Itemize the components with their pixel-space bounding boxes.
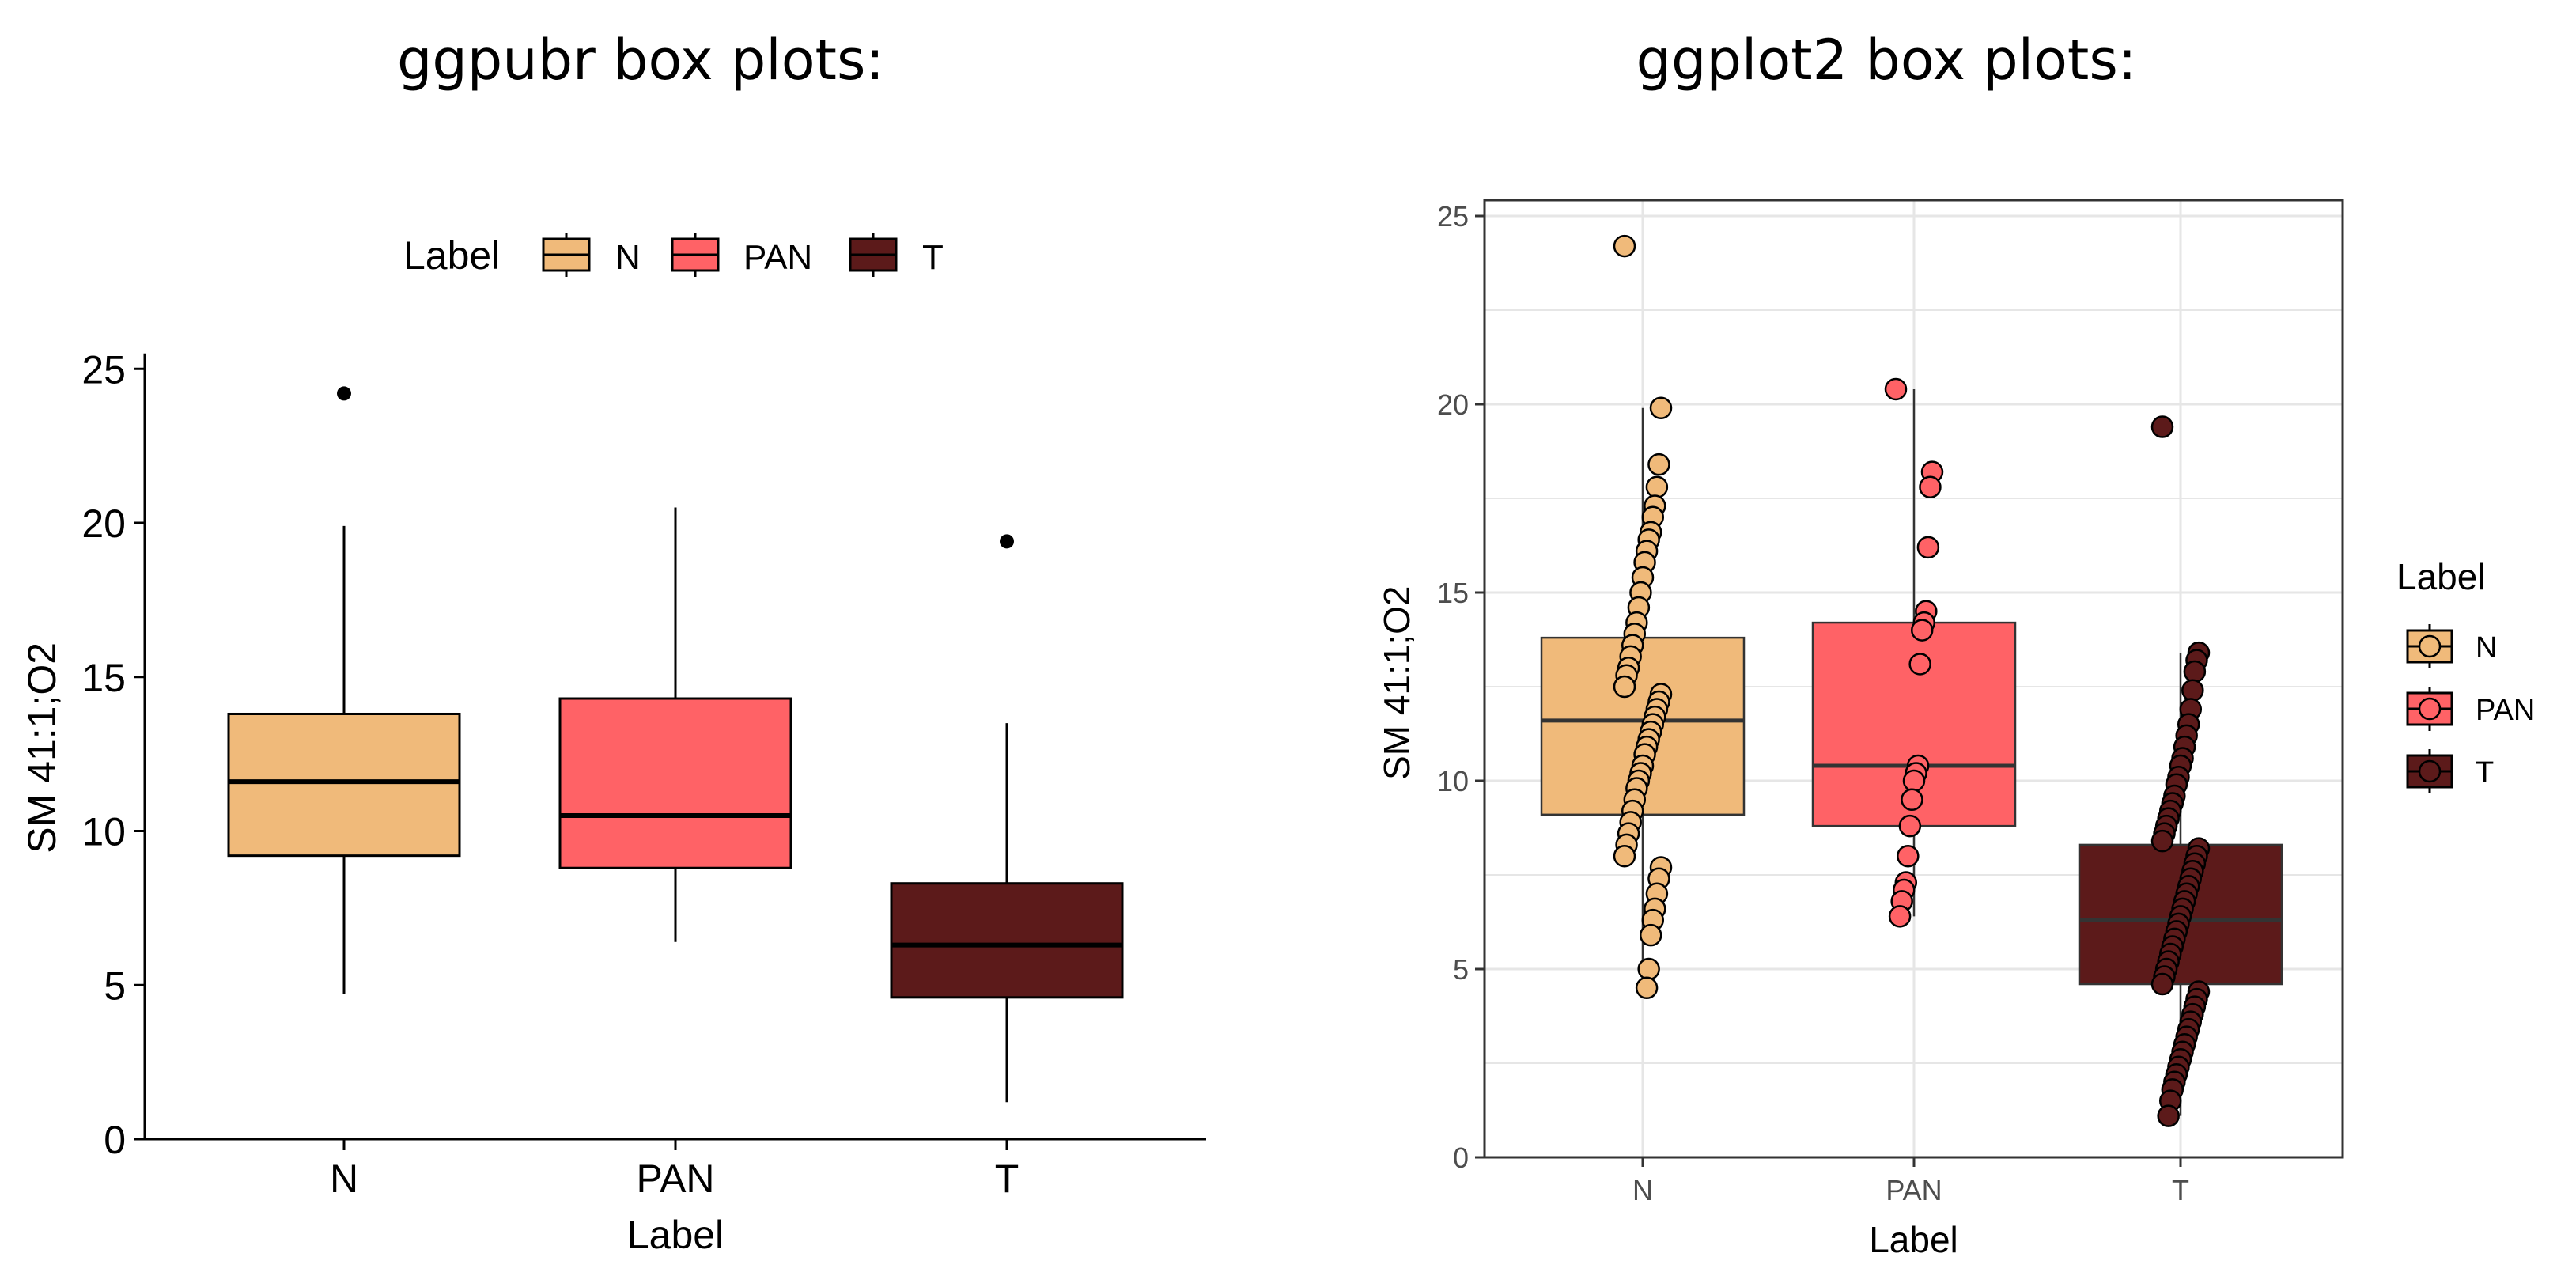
x-tick-label: PAN bbox=[636, 1157, 714, 1201]
y-tick-label: 15 bbox=[81, 656, 126, 700]
x-tick-label: T bbox=[2172, 1174, 2189, 1206]
data-point bbox=[1613, 675, 1636, 699]
y-tick-label: 0 bbox=[1453, 1142, 1469, 1174]
outlier-point bbox=[1000, 534, 1014, 549]
legend-key-T bbox=[849, 233, 898, 277]
x-tick-label: PAN bbox=[1886, 1174, 1942, 1206]
y-tick-label: 10 bbox=[81, 810, 126, 854]
data-point bbox=[1888, 905, 1912, 928]
legend-label-N: N bbox=[2476, 631, 2497, 665]
data-point bbox=[1613, 844, 1636, 868]
box-body bbox=[227, 712, 461, 858]
data-point bbox=[2181, 679, 2204, 702]
y-axis-title: SM 41:1;O2 bbox=[20, 642, 64, 854]
data-point bbox=[1908, 653, 1931, 676]
legend-key-T-point bbox=[2418, 759, 2442, 783]
data-point bbox=[1884, 377, 1908, 401]
data-point bbox=[2150, 415, 2174, 438]
box-PAN bbox=[558, 507, 792, 942]
ggpubr-box-chart: 0 5 10 15 20 25 N PAN T Label SM 41:1;O2 Label N PAN T bbox=[20, 233, 1206, 1257]
data-point bbox=[1635, 976, 1659, 1000]
legend-title: Label bbox=[2396, 556, 2486, 597]
data-point bbox=[1901, 788, 1923, 812]
legend-title: Label bbox=[403, 233, 500, 278]
legend-label-PAN: PAN bbox=[743, 238, 812, 277]
data-point bbox=[1897, 844, 1920, 868]
x-axis-title: Label bbox=[1869, 1219, 1958, 1260]
legend-key-PAN-point bbox=[2418, 697, 2442, 721]
data-point bbox=[1898, 814, 1922, 838]
data-point bbox=[1647, 452, 1670, 476]
data-point bbox=[2150, 972, 2174, 996]
data-point bbox=[1902, 769, 1926, 793]
points-T bbox=[2150, 415, 2211, 1127]
data-point bbox=[2150, 829, 2174, 853]
left-panel-heading: ggpubr box plots: bbox=[397, 28, 884, 93]
data-point bbox=[1645, 475, 1669, 498]
y-tick-label: 5 bbox=[1453, 953, 1469, 986]
points-PAN bbox=[1884, 377, 1944, 928]
ggplot2-box-chart: 0 5 10 15 20 25 N PAN T Label SM 41:1;O2 Label N PAN T bbox=[1376, 199, 2535, 1260]
x-tick-label: N bbox=[1632, 1174, 1653, 1206]
legend-label-T: T bbox=[2476, 756, 2494, 789]
x-tick-label: T bbox=[995, 1157, 1019, 1201]
x-axis-title: Label bbox=[627, 1213, 724, 1257]
box-body bbox=[890, 882, 1124, 999]
legend-key-N bbox=[542, 233, 591, 277]
y-axis-title: SM 41:1;O2 bbox=[1376, 586, 1417, 780]
legend-key-N bbox=[2406, 624, 2453, 668]
data-point bbox=[2183, 660, 2207, 683]
y-tick-label: 5 bbox=[104, 964, 126, 1008]
box-T bbox=[890, 534, 1124, 1103]
data-point bbox=[1910, 619, 1934, 642]
y-tick-label: 20 bbox=[81, 502, 126, 546]
y-tick-label: 25 bbox=[81, 347, 126, 392]
data-point bbox=[1649, 396, 1673, 420]
data-point bbox=[1637, 957, 1660, 981]
y-tick-label: 15 bbox=[1437, 577, 1469, 609]
legend-label-PAN: PAN bbox=[2476, 694, 2535, 727]
data-point bbox=[1919, 475, 1942, 498]
legend-key-PAN bbox=[671, 233, 720, 277]
y-tick-label: 25 bbox=[1437, 200, 1469, 233]
legend-label-T: T bbox=[922, 238, 944, 277]
legend: Label N PAN T bbox=[403, 233, 944, 278]
outlier-point bbox=[337, 386, 351, 401]
x-tick-label: N bbox=[330, 1157, 358, 1201]
box-body bbox=[558, 697, 792, 869]
data-point bbox=[1639, 923, 1662, 947]
data-point bbox=[2157, 1104, 2180, 1127]
y-tick-label: 10 bbox=[1437, 765, 1469, 797]
right-panel-heading: ggplot2 box plots: bbox=[1636, 28, 2137, 93]
points-N bbox=[1613, 234, 1673, 1000]
legend: Label N PAN T bbox=[2396, 556, 2535, 793]
legend-key-PAN bbox=[2406, 687, 2453, 731]
data-point bbox=[1613, 234, 1636, 258]
legend-key-N-point bbox=[2418, 634, 2442, 658]
y-tick-label: 0 bbox=[104, 1118, 126, 1162]
legend-label-N: N bbox=[615, 238, 641, 277]
box-N bbox=[227, 386, 461, 994]
y-tick-label: 20 bbox=[1437, 388, 1469, 421]
legend-key-T bbox=[2406, 749, 2453, 793]
data-point bbox=[1916, 536, 1940, 559]
